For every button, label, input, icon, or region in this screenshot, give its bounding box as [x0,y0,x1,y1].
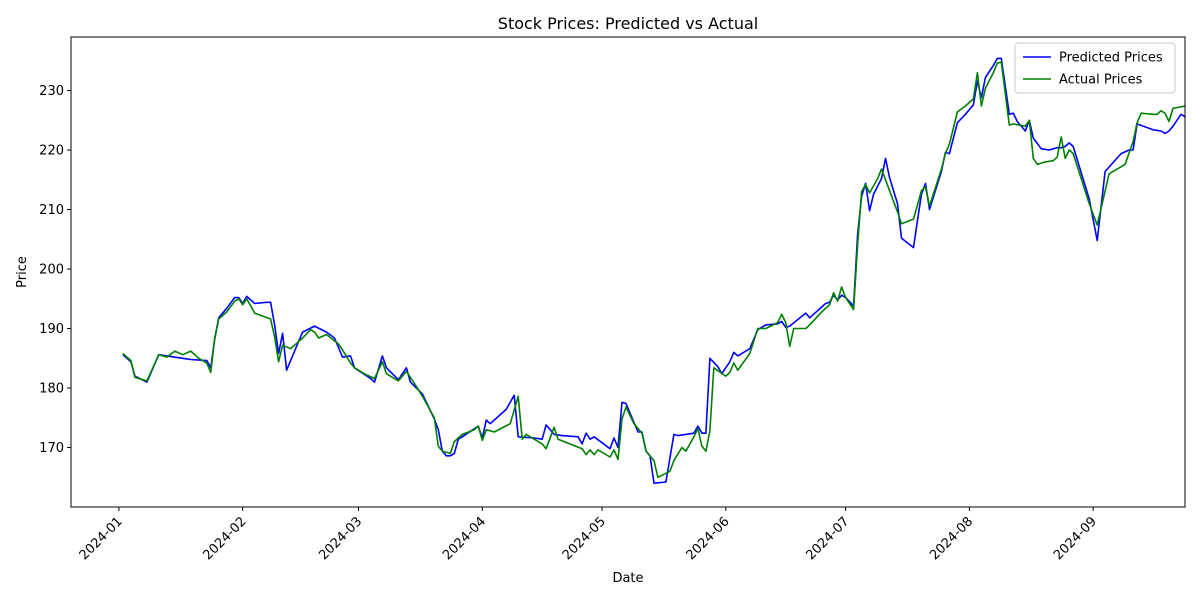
legend-label: Actual Prices [1059,73,1143,88]
series-lines [122,57,1185,484]
y-tick-label: 170 [39,441,64,456]
legend: Predicted Prices Actual Prices [1014,42,1176,94]
series-line-actual-prices [122,61,1185,479]
x-axis-label: Date [612,571,643,586]
y-tick-label: 190 [39,322,64,337]
chart-title: Stock Prices: Predicted vs Actual [498,14,758,33]
y-axis: 170 180 190 200 210 220 230 [39,84,71,456]
y-tick-label: 200 [39,263,64,278]
legend-box [1014,42,1176,94]
y-tick-label: 220 [39,144,64,159]
legend-label: Predicted Prices [1059,51,1163,66]
plot-area [70,36,1186,508]
y-tick-label: 180 [39,382,64,397]
plot-background [71,37,1185,507]
plot-frame [70,36,1186,508]
y-tick-label: 230 [39,84,64,99]
y-axis-label: Price [15,256,30,288]
y-tick-label: 210 [39,203,64,218]
